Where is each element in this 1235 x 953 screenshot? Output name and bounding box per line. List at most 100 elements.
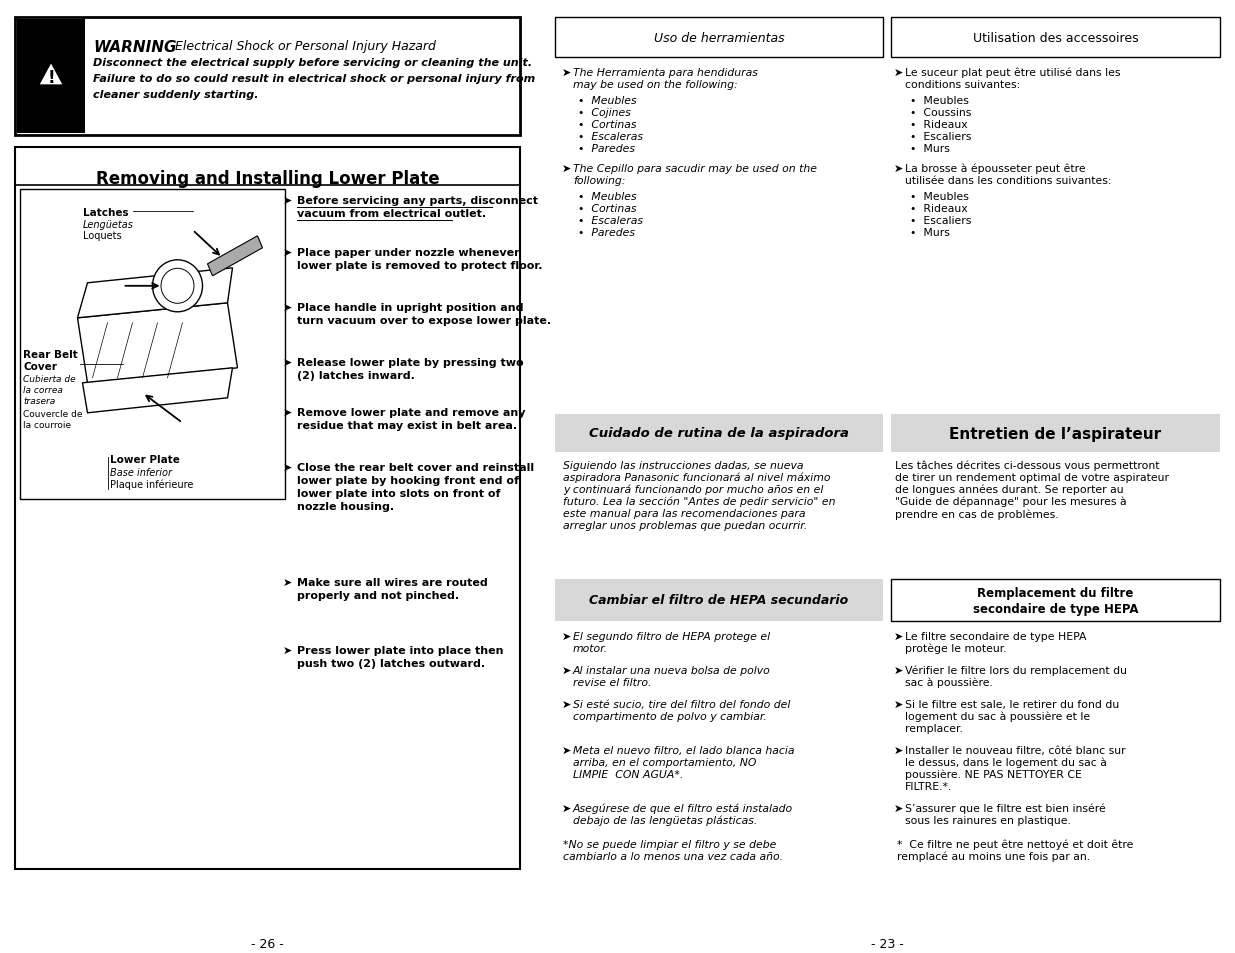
Text: lower plate is removed to protect floor.: lower plate is removed to protect floor. [296, 261, 542, 271]
Text: Release lower plate by pressing two: Release lower plate by pressing two [296, 357, 524, 368]
Text: •  Cojines: • Cojines [578, 108, 631, 118]
Text: Al instalar una nueva bolsa de polvo: Al instalar una nueva bolsa de polvo [573, 665, 771, 676]
Text: ➤: ➤ [562, 164, 572, 173]
FancyBboxPatch shape [20, 190, 285, 499]
Text: compartimento de polvo y cambiar.: compartimento de polvo y cambiar. [573, 711, 767, 721]
Text: conditions suivantes:: conditions suivantes: [905, 80, 1020, 90]
Text: arriba, en el comportamiento, NO: arriba, en el comportamiento, NO [573, 758, 756, 767]
Text: *  Ce filtre ne peut être nettoyé et doit être: * Ce filtre ne peut être nettoyé et doit… [897, 840, 1134, 850]
Text: •  Meubles: • Meubles [578, 192, 636, 202]
Text: este manual para las recomendaciones para: este manual para las recomendaciones par… [563, 509, 805, 518]
Text: ➤: ➤ [562, 745, 572, 755]
Text: ➤: ➤ [562, 631, 572, 641]
Text: •  Rideaux: • Rideaux [910, 204, 968, 213]
Text: revise el filtro.: revise el filtro. [573, 678, 652, 687]
Text: Entretien de l’aspirateur: Entretien de l’aspirateur [950, 426, 1162, 441]
Text: Electrical Shock or Personal Injury Hazard: Electrical Shock or Personal Injury Haza… [170, 40, 436, 53]
Text: ➤: ➤ [283, 408, 293, 417]
FancyBboxPatch shape [17, 20, 85, 133]
Text: Base inferior: Base inferior [110, 468, 172, 477]
Text: ➤: ➤ [283, 195, 293, 206]
Text: Cambiar el filtro de HEPA secundario: Cambiar el filtro de HEPA secundario [589, 594, 848, 607]
Text: LIMPIE  CON AGUA*.: LIMPIE CON AGUA*. [573, 769, 683, 780]
FancyBboxPatch shape [890, 579, 1220, 621]
Text: turn vacuum over to expose lower plate.: turn vacuum over to expose lower plate. [296, 315, 551, 326]
Text: Utilisation des accessoires: Utilisation des accessoires [973, 31, 1139, 45]
Text: •  Paredes: • Paredes [578, 144, 635, 153]
Text: Rear Belt: Rear Belt [23, 350, 78, 359]
Text: Les tâches décrites ci-dessous vous permettront: Les tâches décrites ci-dessous vous perm… [895, 460, 1160, 471]
Text: ➤: ➤ [283, 303, 293, 313]
Text: ➤: ➤ [283, 248, 293, 257]
Text: Remplacement du filtre: Remplacement du filtre [977, 586, 1134, 598]
Text: •  Meubles: • Meubles [910, 96, 969, 106]
Text: remplacer.: remplacer. [905, 723, 963, 733]
Text: futuro. Lea la sección "Antes de pedir servicio" en: futuro. Lea la sección "Antes de pedir s… [563, 497, 836, 507]
Text: Lengüetas: Lengüetas [83, 220, 133, 230]
Text: Latches: Latches [83, 208, 128, 218]
FancyBboxPatch shape [555, 18, 883, 58]
Text: la courroie: la courroie [23, 420, 72, 430]
Text: may be used on the following:: may be used on the following: [573, 80, 737, 90]
Text: Plaque inférieure: Plaque inférieure [110, 479, 194, 490]
Ellipse shape [161, 269, 194, 304]
Text: •  Coussins: • Coussins [910, 108, 972, 118]
FancyBboxPatch shape [890, 415, 1220, 453]
Text: prendre en cas de problèmes.: prendre en cas de problèmes. [895, 509, 1058, 519]
Text: secondaire de type HEPA: secondaire de type HEPA [973, 602, 1139, 615]
Text: ➤: ➤ [894, 631, 903, 641]
Text: push two (2) latches outward.: push two (2) latches outward. [296, 659, 485, 668]
Text: remplacé au moins une fois par an.: remplacé au moins une fois par an. [897, 851, 1091, 862]
Text: vacuum from electrical outlet.: vacuum from electrical outlet. [296, 209, 487, 219]
Text: Loquets: Loquets [83, 231, 121, 241]
Text: Cuidado de rutina de la aspiradora: Cuidado de rutina de la aspiradora [589, 427, 848, 440]
Text: Place paper under nozzle whenever: Place paper under nozzle whenever [296, 248, 520, 257]
Text: Uso de herramientas: Uso de herramientas [653, 31, 784, 45]
Text: •  Escaleras: • Escaleras [578, 132, 643, 142]
Text: ➤: ➤ [283, 645, 293, 656]
Text: •  Cortinas: • Cortinas [578, 120, 636, 130]
Text: •  Meubles: • Meubles [578, 96, 636, 106]
Text: ➤: ➤ [562, 665, 572, 676]
Text: residue that may exist in belt area.: residue that may exist in belt area. [296, 420, 517, 431]
Text: El segundo filtro de HEPA protege el: El segundo filtro de HEPA protege el [573, 631, 771, 641]
Text: Removing and Installing Lower Plate: Removing and Installing Lower Plate [95, 170, 440, 188]
Text: Lower Plate: Lower Plate [110, 455, 180, 464]
Text: following:: following: [573, 175, 625, 186]
Text: Siguiendo las instrucciones dadas, se nueva: Siguiendo las instrucciones dadas, se nu… [563, 460, 804, 471]
Text: ➤: ➤ [894, 68, 903, 78]
Text: Make sure all wires are routed: Make sure all wires are routed [296, 578, 488, 587]
Text: debajo de las lengüetas plásticas.: debajo de las lengüetas plásticas. [573, 815, 757, 825]
FancyBboxPatch shape [890, 18, 1220, 58]
Text: FILTRE.*.: FILTRE.*. [905, 781, 952, 791]
Text: •  Murs: • Murs [910, 144, 950, 153]
Text: Meta el nuevo filtro, el lado blanca hacia: Meta el nuevo filtro, el lado blanca hac… [573, 745, 794, 755]
FancyBboxPatch shape [15, 148, 520, 869]
FancyBboxPatch shape [15, 18, 520, 136]
Text: !: ! [47, 70, 54, 88]
Text: poussière. NE PAS NETTOYER CE: poussière. NE PAS NETTOYER CE [905, 769, 1082, 780]
Text: Remove lower plate and remove any: Remove lower plate and remove any [296, 408, 526, 417]
Text: S’assurer que le filtre est bien inséré: S’assurer que le filtre est bien inséré [905, 803, 1105, 814]
Text: Le suceur plat peut être utilisé dans les: Le suceur plat peut être utilisé dans le… [905, 68, 1120, 78]
Text: •  Rideaux: • Rideaux [910, 120, 968, 130]
Text: "Guide de dépannage" pour les mesures à: "Guide de dépannage" pour les mesures à [895, 497, 1126, 507]
Text: arreglar unos problemas que puedan ocurrir.: arreglar unos problemas que puedan ocurr… [563, 520, 808, 531]
FancyBboxPatch shape [555, 579, 883, 621]
Text: sous les rainures en plastique.: sous les rainures en plastique. [905, 815, 1071, 825]
Text: sac à poussière.: sac à poussière. [905, 678, 993, 688]
Text: la correa: la correa [23, 386, 63, 395]
Text: Asegúrese de que el filtro está instalado: Asegúrese de que el filtro está instalad… [573, 803, 793, 814]
Text: ➤: ➤ [894, 665, 903, 676]
Text: Cubierta de: Cubierta de [23, 375, 75, 384]
Text: cleaner suddenly starting.: cleaner suddenly starting. [93, 90, 258, 100]
Text: - 26 -: - 26 - [251, 937, 284, 950]
Text: *No se puede limpiar el filtro y se debe: *No se puede limpiar el filtro y se debe [563, 840, 777, 849]
Text: Si le filtre est sale, le retirer du fond du: Si le filtre est sale, le retirer du fon… [905, 700, 1119, 709]
Polygon shape [78, 269, 232, 318]
Text: lower plate into slots on front of: lower plate into slots on front of [296, 489, 500, 498]
Text: Cover: Cover [23, 361, 57, 372]
Text: properly and not pinched.: properly and not pinched. [296, 590, 459, 600]
Text: (2) latches inward.: (2) latches inward. [296, 371, 415, 380]
Text: ➤: ➤ [894, 745, 903, 755]
